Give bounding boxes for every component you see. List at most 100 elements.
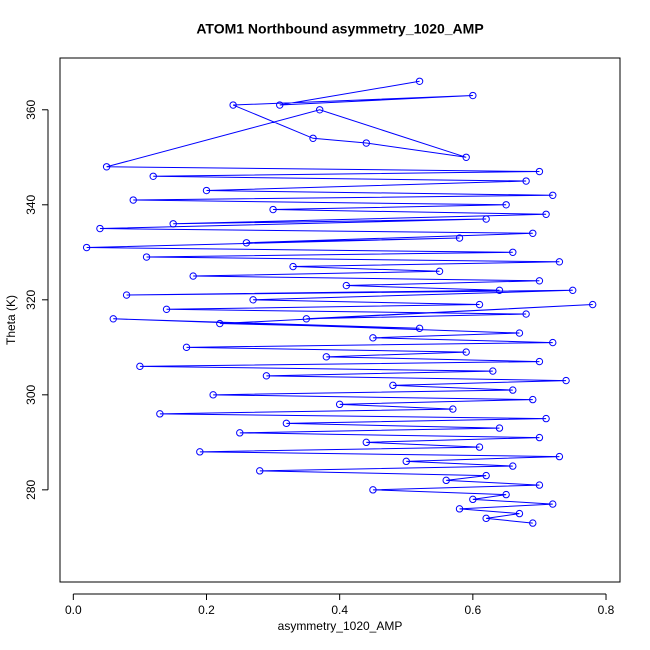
point bbox=[362, 438, 371, 447]
point bbox=[209, 391, 217, 399]
point bbox=[495, 424, 504, 432]
point bbox=[535, 433, 544, 442]
point bbox=[549, 338, 557, 347]
point bbox=[509, 462, 517, 470]
point bbox=[442, 476, 450, 485]
point bbox=[509, 248, 517, 257]
y-tick-label: 360 bbox=[24, 99, 38, 119]
point bbox=[302, 315, 311, 323]
point bbox=[202, 186, 211, 195]
point bbox=[142, 253, 151, 261]
point bbox=[162, 305, 171, 314]
point bbox=[455, 505, 464, 513]
point bbox=[535, 357, 544, 366]
point bbox=[449, 405, 457, 413]
point bbox=[182, 343, 191, 352]
point bbox=[462, 348, 470, 356]
point bbox=[362, 139, 371, 147]
point bbox=[315, 106, 324, 114]
plot-frame bbox=[59, 57, 621, 583]
x-tick-label: 0.2 bbox=[198, 603, 215, 617]
y-tick-label: 320 bbox=[24, 289, 38, 309]
x-tick-label: 0.0 bbox=[65, 603, 82, 617]
point bbox=[495, 286, 504, 295]
point bbox=[136, 362, 144, 371]
point bbox=[122, 291, 131, 299]
point bbox=[256, 467, 264, 475]
point bbox=[402, 457, 410, 466]
point bbox=[415, 77, 424, 85]
point bbox=[369, 486, 377, 494]
point bbox=[469, 495, 477, 504]
point bbox=[156, 410, 164, 418]
point bbox=[322, 353, 331, 361]
y-tick-label: 340 bbox=[24, 194, 38, 214]
point bbox=[529, 229, 537, 238]
point bbox=[529, 395, 537, 404]
point bbox=[489, 367, 497, 375]
point bbox=[269, 205, 277, 214]
point bbox=[109, 315, 117, 323]
point bbox=[282, 419, 291, 428]
point bbox=[236, 429, 244, 437]
point bbox=[435, 267, 444, 276]
point bbox=[189, 272, 197, 280]
y-tick-label: 300 bbox=[24, 384, 38, 404]
point bbox=[342, 281, 351, 290]
point bbox=[515, 329, 524, 337]
point bbox=[129, 196, 137, 204]
point bbox=[562, 376, 570, 385]
point bbox=[542, 210, 550, 218]
series-line bbox=[86, 80, 593, 524]
point bbox=[555, 258, 564, 266]
point bbox=[515, 509, 524, 518]
y-tick-label: 280 bbox=[24, 480, 38, 500]
point bbox=[542, 414, 550, 423]
point bbox=[149, 172, 157, 180]
point bbox=[502, 201, 510, 209]
point bbox=[475, 300, 484, 309]
point bbox=[335, 400, 344, 409]
point bbox=[262, 372, 271, 380]
point bbox=[309, 134, 317, 142]
point bbox=[482, 514, 490, 523]
point bbox=[216, 319, 224, 328]
x-axis-label: asymmetry_1020_AMP bbox=[278, 619, 403, 633]
point bbox=[415, 324, 424, 333]
point bbox=[102, 163, 111, 171]
point bbox=[369, 334, 377, 342]
point bbox=[555, 452, 564, 461]
point bbox=[588, 300, 597, 309]
point bbox=[389, 381, 397, 390]
point bbox=[469, 91, 477, 100]
point bbox=[482, 471, 490, 480]
x-tick-label: 0.6 bbox=[464, 603, 481, 617]
point bbox=[229, 101, 237, 109]
x-tick-label: 0.8 bbox=[598, 603, 615, 617]
point bbox=[455, 234, 464, 242]
point bbox=[82, 243, 91, 252]
point bbox=[549, 191, 557, 199]
point bbox=[196, 448, 204, 456]
point bbox=[502, 490, 510, 499]
point bbox=[242, 239, 251, 247]
point bbox=[529, 519, 537, 527]
point bbox=[289, 262, 297, 271]
point bbox=[475, 443, 484, 451]
point bbox=[569, 286, 577, 295]
point bbox=[549, 500, 557, 508]
point bbox=[535, 277, 544, 285]
point bbox=[276, 101, 284, 109]
point bbox=[522, 310, 530, 318]
point bbox=[462, 153, 470, 161]
point bbox=[169, 220, 177, 228]
point bbox=[535, 167, 544, 176]
point bbox=[96, 224, 104, 233]
point bbox=[522, 177, 530, 185]
y-axis-label: Theta (K) bbox=[4, 295, 18, 345]
point bbox=[535, 481, 544, 489]
point bbox=[509, 386, 517, 394]
point bbox=[482, 215, 490, 223]
chart-title: ATOM1 Northbound asymmetry_1020_AMP bbox=[196, 21, 483, 37]
